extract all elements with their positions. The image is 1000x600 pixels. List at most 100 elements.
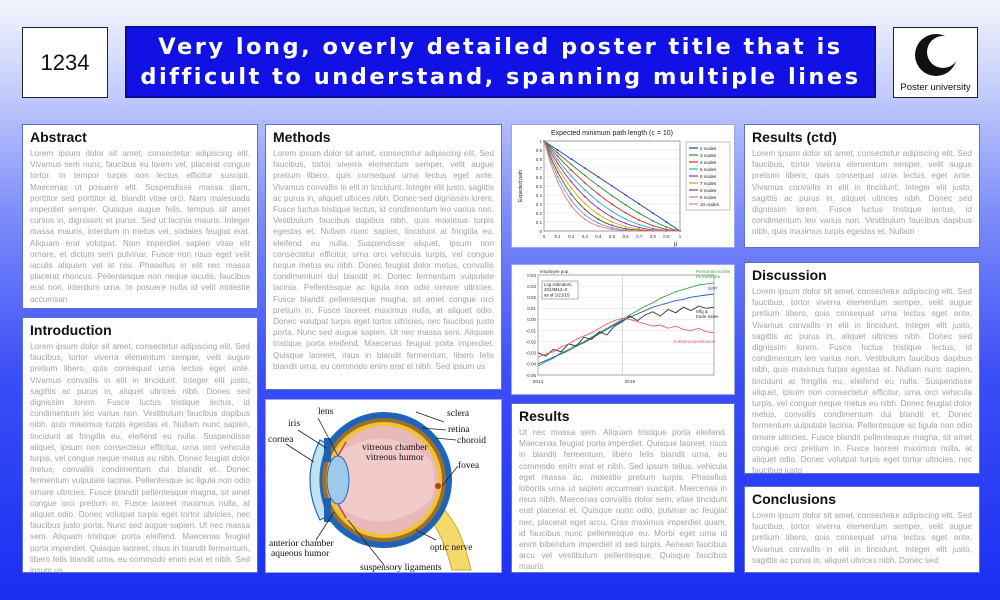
results-section: Results Ut nec massa sem. Aliquam tristi… bbox=[511, 403, 735, 573]
chart1-point bbox=[570, 169, 573, 171]
chart2-ytick-label: 0.02 bbox=[527, 295, 536, 300]
chart1-point bbox=[611, 203, 613, 206]
chart1-xtick-label: 0.4 bbox=[595, 234, 602, 239]
poster-id-box: 1234 bbox=[22, 27, 108, 98]
label-fovea: fovea bbox=[458, 460, 480, 471]
chart2-ytick-label: -0.03 bbox=[526, 351, 537, 356]
chart2-series-label: Mfg & trade sales bbox=[696, 309, 719, 319]
chart1-ytick-label: 0.8 bbox=[536, 157, 543, 162]
eye-diagram-figure: lens iris cornea vitreous chamber vitreo… bbox=[265, 399, 502, 573]
chart1-point bbox=[556, 158, 559, 161]
chart1-point bbox=[679, 230, 681, 232]
label-choroid: choroid bbox=[457, 436, 486, 446]
chart2-series-label: Industrial production bbox=[674, 339, 716, 344]
chart1-point bbox=[597, 184, 600, 187]
chart1-point bbox=[583, 202, 586, 205]
chart1-point bbox=[583, 167, 586, 169]
label-lens: lens bbox=[318, 407, 334, 417]
chart1-ytick-label: 0.7 bbox=[536, 166, 543, 171]
chart1-ytick-label: 0.5 bbox=[536, 184, 543, 189]
chart1-point bbox=[651, 224, 654, 227]
chart1-ytick-label: 0.4 bbox=[536, 193, 543, 198]
chart1-point bbox=[665, 230, 668, 232]
chart1-point bbox=[556, 171, 559, 173]
abstract-text: Lorem ipsum dolor sit amet, consectetur … bbox=[30, 149, 250, 304]
results-heading: Results bbox=[519, 408, 570, 424]
chart1-point bbox=[638, 203, 641, 205]
chart1-point bbox=[624, 218, 627, 220]
chart1-point bbox=[597, 176, 600, 178]
chart1-ytick-label: 0 bbox=[539, 229, 542, 234]
chart2-annotation-line: Log indicators, bbox=[544, 282, 573, 287]
chart1-point bbox=[556, 175, 559, 178]
chart1-point bbox=[556, 180, 559, 183]
chart1-point bbox=[597, 207, 600, 210]
chart1-xtick-label: 0.5 bbox=[609, 234, 616, 239]
chart1-point bbox=[556, 155, 559, 158]
label-vitreous-chamber: vitreous chamber bbox=[362, 443, 429, 453]
poster-id: 1234 bbox=[40, 49, 90, 75]
chart1-legend-label: 8 nodes bbox=[700, 188, 717, 193]
logo-box: Poster university bbox=[893, 27, 978, 98]
chart1-point bbox=[611, 226, 613, 229]
chart1-point bbox=[583, 208, 586, 211]
path-length-chart: Expected minimum path length (c = 10) 0 0.… bbox=[518, 130, 731, 247]
chart1-point bbox=[611, 185, 613, 187]
chart1-ytick-label: 0.1 bbox=[536, 220, 543, 225]
chart1-point bbox=[570, 158, 573, 160]
chart1-point bbox=[570, 204, 573, 207]
chart1-point bbox=[583, 218, 586, 221]
chart2-series-label: Personal income ex transfers bbox=[696, 269, 731, 279]
introduction-heading: Introduction bbox=[30, 322, 112, 338]
chart1-legend-label: 6 nodes bbox=[700, 174, 717, 179]
chart1-point bbox=[597, 193, 600, 196]
label-vitreous-humor: vitreous humor bbox=[366, 453, 425, 463]
chart2-ytick-label: 0.00 bbox=[527, 317, 536, 322]
chart1-point bbox=[597, 213, 600, 216]
conclusions-heading: Conclusions bbox=[752, 491, 837, 507]
chart2-series-label: NFP bbox=[708, 286, 717, 291]
abstract-section: Abstract Lorem ipsum dolor sit amet, con… bbox=[22, 124, 258, 309]
chart1-point bbox=[611, 220, 613, 223]
chart2-annotation-line: as of 1/21/15 bbox=[544, 292, 570, 297]
chart2-ytick-label: -0.01 bbox=[526, 328, 537, 333]
discussion-text: Lorem ipsum dolor sit amet, consectetur … bbox=[752, 287, 972, 474]
introduction-text: Lorem ipsum dolor sit amet, consectetur … bbox=[30, 342, 250, 573]
poster-title: Very long, overly detailed poster title … bbox=[140, 34, 861, 90]
chart1-ytick-label: 0.2 bbox=[536, 211, 543, 216]
chart1-point bbox=[638, 219, 641, 221]
label-sclera: sclera bbox=[447, 409, 470, 419]
chart2-ytick-label: -0.04 bbox=[526, 362, 537, 367]
chart2-series-line bbox=[537, 305, 715, 357]
chart1-point bbox=[556, 162, 559, 165]
chart2-annotation-box bbox=[541, 280, 579, 300]
chart2-xtick-label: 2015 bbox=[624, 379, 635, 385]
chart1-point bbox=[638, 230, 641, 232]
chart1-ytick-label: 1 bbox=[539, 139, 542, 144]
chart2-series-line bbox=[537, 293, 715, 365]
chart2-ytick-label: -0.05 bbox=[526, 373, 537, 378]
chart1-ytick-label: 0.9 bbox=[536, 148, 543, 153]
chart1-point bbox=[570, 175, 573, 177]
chart1-xtick-label: 1 bbox=[679, 234, 682, 239]
results-text: Ut nec massa sem. Aliquam tristique port… bbox=[519, 428, 727, 572]
chart1-point bbox=[570, 199, 573, 202]
chart2-ytick-label: 0.03 bbox=[527, 284, 536, 289]
chart1-point bbox=[624, 203, 627, 206]
label-iris: iris bbox=[288, 419, 300, 429]
label-optic-nerve: optic nerve bbox=[430, 543, 472, 553]
chart2-ytick-label: -0.02 bbox=[526, 339, 537, 344]
chart1-xtick-label: 0.8 bbox=[650, 234, 657, 239]
label-suspensory-ligaments: suspensory ligaments bbox=[360, 563, 442, 572]
label-cornea: cornea bbox=[268, 435, 294, 445]
results-ctd-heading: Results (ctd) bbox=[752, 129, 837, 145]
chart1-point bbox=[597, 218, 600, 221]
chart1-point bbox=[583, 213, 586, 216]
conclusions-section: Conclusions Lorem ipsum dolor sit amet, … bbox=[744, 486, 980, 573]
chart1-point bbox=[611, 224, 613, 227]
chart1-legend-label: 5 nodes bbox=[700, 167, 717, 172]
chart1-point bbox=[611, 228, 613, 231]
chart1-xtick-label: 0.9 bbox=[663, 234, 670, 239]
chart1-point bbox=[624, 211, 627, 214]
chart1-xtick-label: 0.3 bbox=[582, 234, 589, 239]
